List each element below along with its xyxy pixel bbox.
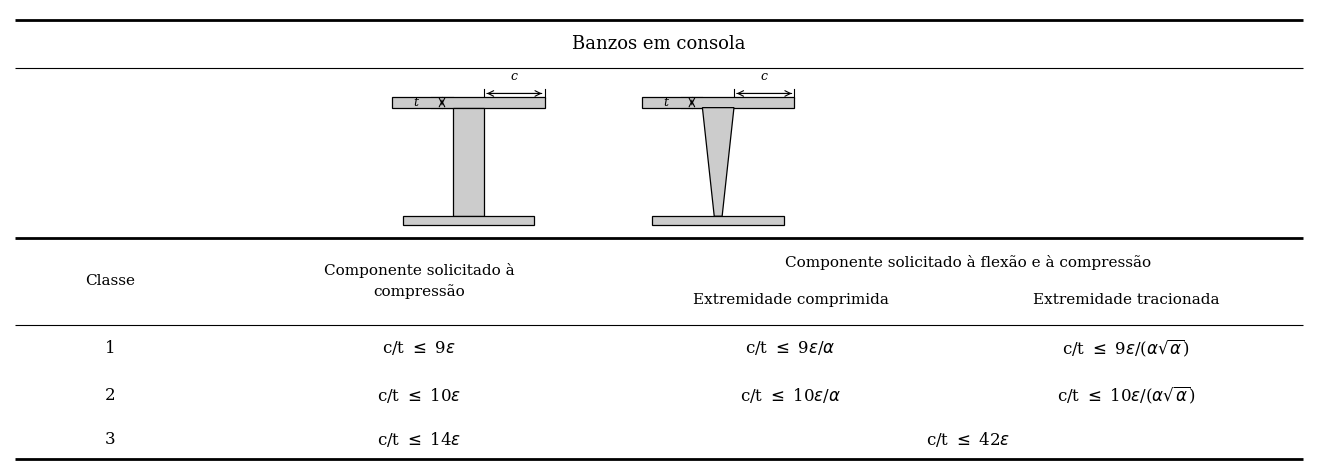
Text: 1: 1	[104, 340, 115, 357]
Text: c/t $\leq$ 10$\varepsilon$: c/t $\leq$ 10$\varepsilon$	[377, 386, 461, 405]
Text: Extremidade comprimida: Extremidade comprimida	[692, 293, 888, 307]
Text: c/t $\leq$ 9$\varepsilon$/($\alpha\sqrt{\alpha}$): c/t $\leq$ 9$\varepsilon$/($\alpha\sqrt{…	[1062, 338, 1190, 359]
Text: c/t $\leq$ 10$\varepsilon$/($\alpha\sqrt{\alpha}$): c/t $\leq$ 10$\varepsilon$/($\alpha\sqrt…	[1057, 385, 1195, 406]
Text: Extremidade tracionada: Extremidade tracionada	[1033, 293, 1219, 307]
Text: c/t $\leq$ 9$\varepsilon$: c/t $\leq$ 9$\varepsilon$	[382, 340, 456, 358]
Text: Componente solicitado à flexão e à compressão: Componente solicitado à flexão e à compr…	[786, 255, 1151, 270]
Text: c/t $\leq$ 14$\varepsilon$: c/t $\leq$ 14$\varepsilon$	[377, 430, 461, 449]
Polygon shape	[391, 97, 544, 108]
Text: 3: 3	[104, 431, 115, 448]
Text: t: t	[414, 96, 418, 109]
Polygon shape	[452, 108, 484, 216]
Text: c: c	[760, 70, 767, 83]
Text: c/t $\leq$ 9$\varepsilon$/$\alpha$: c/t $\leq$ 9$\varepsilon$/$\alpha$	[745, 340, 836, 358]
Polygon shape	[652, 216, 784, 225]
Text: t: t	[663, 96, 668, 109]
Text: Classe: Classe	[84, 274, 134, 288]
Text: 2: 2	[104, 387, 115, 404]
Text: Componente solicitado à
compressão: Componente solicitado à compressão	[324, 263, 514, 299]
Text: c/t $\leq$ 10$\varepsilon$/$\alpha$: c/t $\leq$ 10$\varepsilon$/$\alpha$	[739, 386, 841, 405]
Polygon shape	[702, 108, 734, 216]
Polygon shape	[402, 216, 534, 225]
Text: Banzos em consola: Banzos em consola	[572, 35, 746, 53]
Polygon shape	[642, 97, 795, 108]
Text: c: c	[511, 70, 518, 83]
Text: c/t $\leq$ 42$\varepsilon$: c/t $\leq$ 42$\varepsilon$	[927, 430, 1010, 449]
